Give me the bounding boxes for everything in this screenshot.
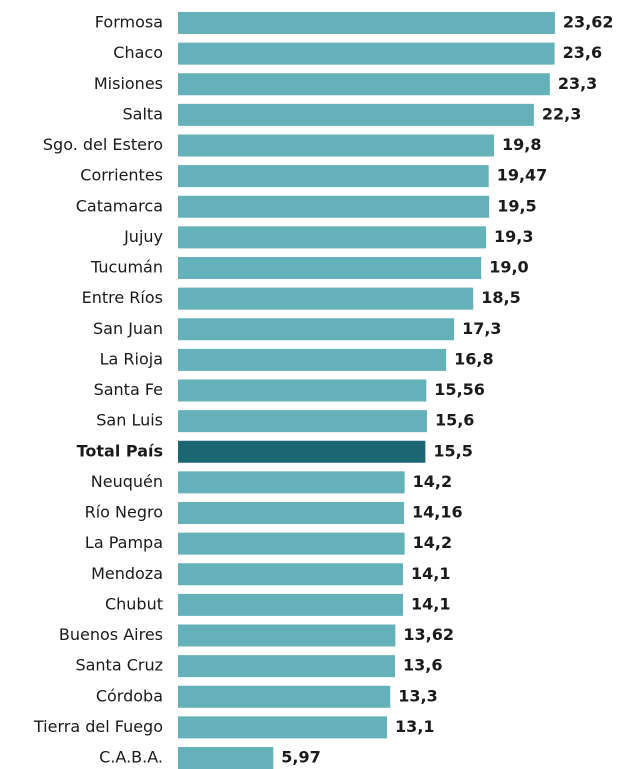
bar — [178, 532, 405, 555]
bar — [178, 747, 274, 769]
category-label: Buenos Aires — [59, 625, 163, 644]
value-label: 13,1 — [395, 717, 434, 736]
value-label: 19,5 — [497, 196, 536, 215]
category-label: Jujuy — [123, 227, 163, 246]
value-label: 23,62 — [563, 13, 614, 32]
bar — [178, 165, 489, 188]
value-label: 15,5 — [433, 441, 472, 460]
value-label: 14,1 — [411, 564, 450, 583]
category-label: Chubut — [105, 594, 163, 613]
bar — [178, 563, 404, 586]
category-label: Sgo. del Estero — [43, 135, 163, 154]
value-label: 14,16 — [412, 503, 463, 522]
value-label: 19,0 — [489, 258, 528, 277]
category-label: C.A.B.A. — [99, 748, 163, 767]
bar — [178, 379, 427, 402]
bar — [178, 593, 404, 616]
value-label: 22,3 — [542, 104, 581, 123]
bar — [178, 685, 391, 708]
category-label: Mendoza — [91, 564, 163, 583]
bar — [178, 134, 494, 157]
bar — [178, 348, 447, 371]
value-label: 18,5 — [481, 288, 520, 307]
category-label: Total País — [77, 441, 163, 460]
category-label: San Juan — [93, 319, 163, 338]
value-label: 19,47 — [497, 166, 548, 185]
value-label: 15,56 — [434, 380, 485, 399]
bar — [178, 318, 455, 341]
bar — [178, 257, 482, 279]
category-label: Corrientes — [80, 166, 163, 185]
bar — [178, 226, 486, 249]
value-label: 14,2 — [413, 533, 452, 552]
value-label: 15,6 — [435, 411, 474, 430]
value-label: 13,62 — [403, 625, 454, 644]
bar — [178, 12, 555, 34]
bar — [178, 716, 388, 739]
category-label: San Luis — [96, 411, 163, 430]
bar — [178, 73, 550, 96]
value-label: 13,3 — [398, 686, 437, 705]
category-label: Catamarca — [76, 196, 163, 215]
category-label: Tucumán — [90, 258, 163, 277]
bar — [178, 103, 534, 126]
value-label: 14,2 — [413, 472, 452, 491]
category-label: La Pampa — [85, 533, 163, 552]
value-label: 23,3 — [558, 74, 597, 93]
category-label: Neuquén — [91, 472, 163, 491]
value-label: 19,8 — [502, 135, 541, 154]
bar — [178, 42, 555, 65]
value-label: 13,6 — [403, 656, 442, 675]
category-label: Tierra del Fuego — [33, 717, 163, 736]
bar — [178, 287, 474, 310]
bar — [178, 410, 427, 433]
category-label: Chaco — [113, 43, 163, 62]
category-label: Santa Cruz — [75, 656, 163, 675]
category-label: Entre Ríos — [82, 288, 163, 307]
value-label: 5,97 — [281, 748, 320, 767]
category-label: Formosa — [95, 13, 163, 32]
value-label: 14,1 — [411, 594, 450, 613]
category-label: Salta — [123, 104, 163, 123]
bar — [178, 502, 404, 524]
bar — [178, 440, 426, 463]
value-label: 23,6 — [563, 43, 602, 62]
bar — [178, 471, 405, 494]
bar — [178, 624, 396, 647]
value-label: 17,3 — [462, 319, 501, 338]
category-label: Córdoba — [96, 686, 163, 705]
bar — [178, 655, 396, 678]
bar — [178, 195, 490, 218]
category-label: Santa Fe — [94, 380, 163, 399]
category-label: Río Negro — [85, 503, 163, 522]
category-label: Misiones — [94, 74, 163, 93]
value-label: 19,3 — [494, 227, 533, 246]
value-label: 16,8 — [454, 349, 493, 368]
category-label: La Rioja — [100, 349, 163, 368]
